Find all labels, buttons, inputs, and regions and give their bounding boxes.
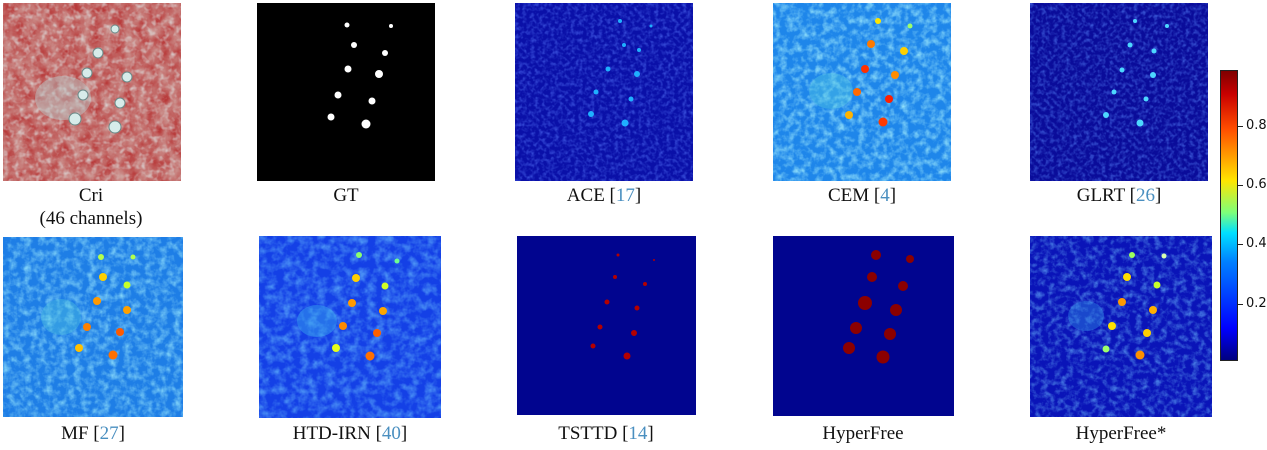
citation-ref: 26 — [1135, 185, 1155, 206]
colorbar-tick — [1238, 244, 1243, 245]
caption-glrt: GLRT [26] — [1076, 185, 1162, 206]
image-cri — [3, 3, 181, 181]
image-hyperfree — [773, 236, 954, 416]
colorbar-tick-label: 0.2 — [1246, 296, 1267, 311]
caption-ace: ACE [17] — [566, 185, 642, 206]
citation-ref: 17 — [615, 185, 635, 206]
image-ace — [515, 3, 693, 181]
caption-gt: GT — [333, 185, 359, 206]
citation-ref: 27 — [99, 423, 119, 444]
colorbar-tick — [1238, 304, 1243, 305]
caption-cem: CEM [4] — [827, 185, 897, 206]
image-htd-irn — [259, 236, 441, 418]
citation-ref: 4 — [880, 185, 890, 206]
colorbar-tick — [1238, 126, 1243, 127]
image-gt — [257, 3, 435, 181]
image-glrt — [1030, 3, 1208, 181]
colorbar-tick — [1238, 185, 1243, 186]
caption-tsttd: TSTTD [14] — [558, 423, 654, 444]
caption-hyperfree: HyperFree — [822, 423, 904, 444]
citation-ref: 40 — [381, 423, 401, 444]
caption-cri: Cri (46 channels) — [39, 185, 143, 229]
caption-hyperfree-star: HyperFree* — [1075, 423, 1167, 444]
colorbar-tick-label: 0.4 — [1246, 236, 1267, 251]
caption-htd-irn: HTD-IRN [40] — [292, 423, 408, 444]
image-hyperfree-star — [1030, 236, 1212, 417]
citation-ref: 14 — [628, 423, 648, 444]
image-mf — [3, 237, 183, 417]
image-tsttd — [517, 236, 696, 415]
colorbar — [1220, 70, 1238, 361]
caption-mf: MF [27] — [61, 423, 125, 444]
image-cem — [773, 3, 951, 181]
colorbar-tick-label: 0.8 — [1246, 118, 1267, 133]
colorbar-tick-label: 0.6 — [1246, 177, 1267, 192]
